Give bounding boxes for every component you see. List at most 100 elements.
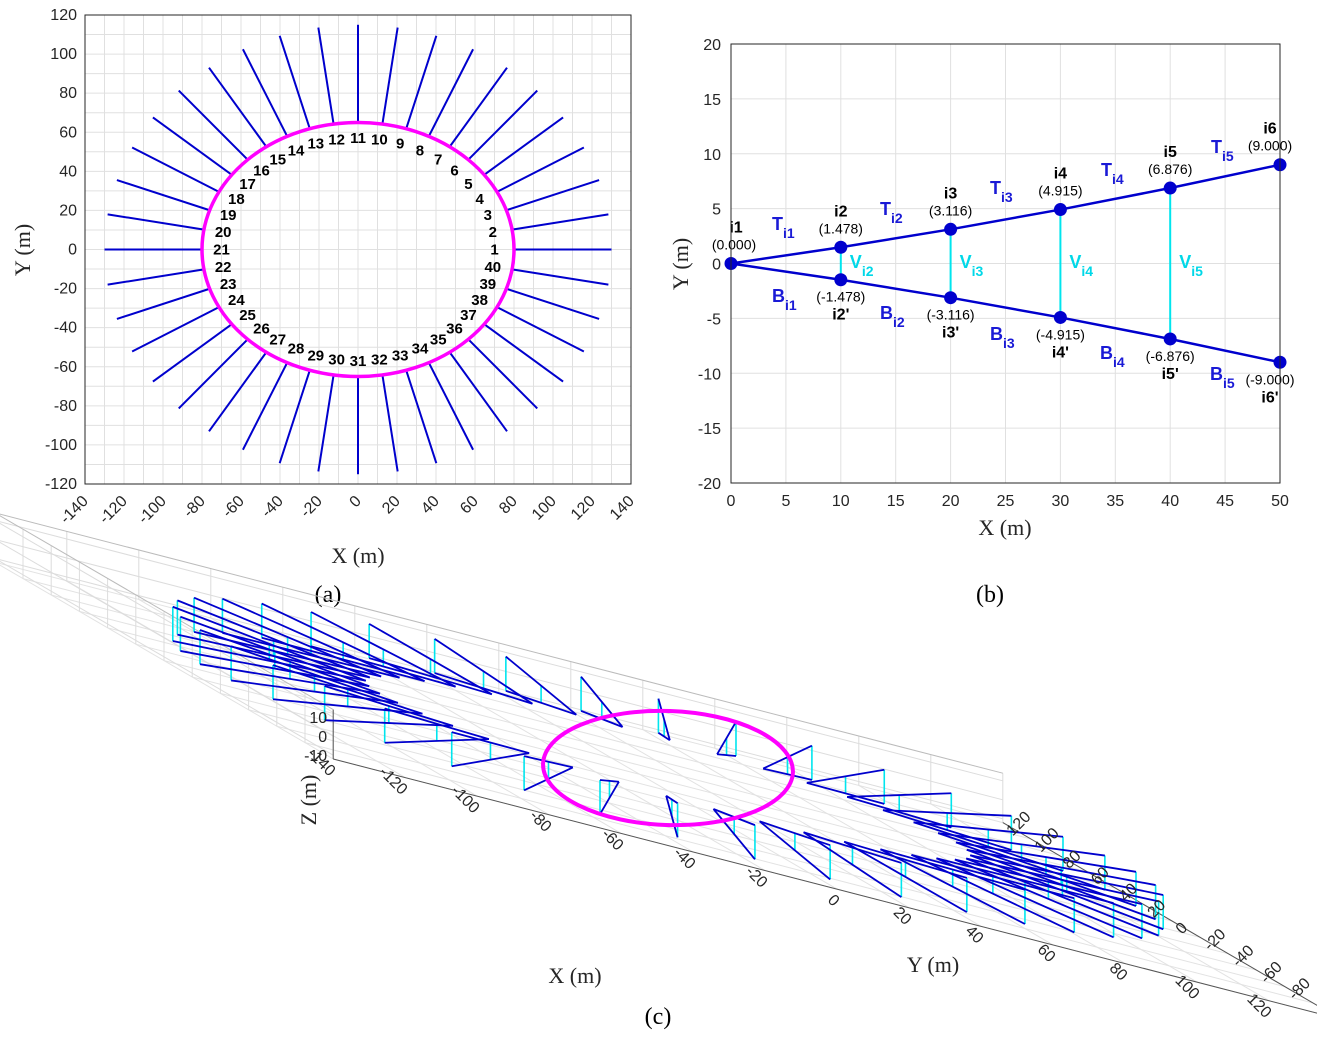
radial-member-top bbox=[599, 779, 619, 783]
top-node bbox=[1053, 203, 1067, 217]
x-tick-label: -120 bbox=[96, 493, 131, 528]
radial-member-top bbox=[847, 792, 952, 798]
node-label: 5 bbox=[464, 176, 472, 193]
x-tick-label: 50 bbox=[1271, 493, 1289, 510]
radial-member bbox=[506, 287, 600, 320]
z-tick-label: 0 bbox=[318, 729, 327, 746]
node-label: 40 bbox=[484, 259, 501, 276]
node-label: 37 bbox=[460, 307, 477, 324]
bottom-node-value: (-1.478) bbox=[816, 289, 865, 305]
panel-b-x-ticks: 0 5 10 15 20 25 30 35 40 45 50 bbox=[727, 493, 1289, 510]
x-tick-label: 0 bbox=[727, 493, 736, 510]
radial-member-top bbox=[180, 615, 370, 688]
radial-member bbox=[511, 213, 609, 231]
node-label: 2 bbox=[489, 224, 497, 241]
y-tick-label: 20 bbox=[703, 37, 721, 54]
y-tick-label: 15 bbox=[703, 92, 721, 109]
bottom-node-value: (-3.116) bbox=[927, 307, 975, 323]
radial-member-bottom bbox=[846, 795, 952, 829]
y-tick-label: -20 bbox=[54, 281, 77, 298]
floor-grid-y bbox=[276, 725, 1285, 988]
radial-member-bottom bbox=[222, 632, 400, 679]
radial-member bbox=[427, 362, 474, 451]
top-node-label: i5 bbox=[1164, 144, 1177, 161]
floor-grid-y bbox=[333, 758, 1317, 1014]
panel-a-plot: 1234567891011121314151617181920212223242… bbox=[10, 7, 638, 608]
radial-member bbox=[208, 67, 268, 148]
y-tick-label: -80 bbox=[54, 398, 77, 415]
top-node-label: i3 bbox=[944, 185, 957, 202]
radial-member bbox=[116, 287, 210, 320]
panel-a-node-labels: 1234567891011121314151617181920212223242… bbox=[213, 130, 501, 370]
radial-member bbox=[448, 351, 508, 432]
box-edge bbox=[333, 758, 1317, 1014]
x-tick-label: 45 bbox=[1216, 493, 1234, 510]
radial-member-top bbox=[193, 596, 382, 678]
left-wall-grid bbox=[0, 522, 334, 718]
node-label: 30 bbox=[328, 352, 345, 369]
x-tick-label: 20 bbox=[942, 493, 960, 510]
radial-member bbox=[242, 362, 289, 451]
radial-member-top bbox=[505, 655, 577, 716]
radial-member-bottom bbox=[717, 753, 737, 757]
y-tick-label: -100 bbox=[45, 437, 77, 454]
y-tick-label: 40 bbox=[59, 163, 77, 180]
radial-member-bottom bbox=[965, 857, 1159, 937]
back-wall-grid bbox=[0, 521, 1003, 782]
x-tick-label: -40 bbox=[670, 844, 698, 872]
vertical-member-label-subscript: i5 bbox=[1191, 263, 1203, 279]
radial-member bbox=[107, 213, 205, 231]
node-label: 20 bbox=[215, 224, 232, 241]
panel-a-x-axis-label: X (m) bbox=[331, 543, 384, 568]
radial-member-top bbox=[936, 857, 1114, 904]
top-node bbox=[1163, 181, 1177, 195]
node-label: 3 bbox=[484, 207, 492, 224]
radial-member-bottom bbox=[665, 795, 679, 838]
radial-member-bottom bbox=[879, 848, 1026, 925]
bottom-node bbox=[1163, 332, 1177, 346]
radial-member bbox=[178, 338, 249, 410]
radial-member-top bbox=[580, 676, 624, 728]
node-label: 14 bbox=[288, 142, 305, 159]
radial-member bbox=[317, 374, 335, 472]
node-label: 17 bbox=[239, 176, 256, 193]
x-tick-label: -80 bbox=[180, 493, 208, 521]
radial-member-bottom bbox=[599, 781, 620, 815]
bottom-node-value: (-6.876) bbox=[1146, 348, 1195, 364]
panel-c-x-ticks: -140-120-100-80-60-40-200204060801001201… bbox=[304, 745, 1317, 1040]
node-label: 34 bbox=[412, 341, 429, 358]
radial-member-bottom bbox=[272, 698, 423, 715]
y-tick-label: -40 bbox=[54, 320, 77, 337]
radial-member-top bbox=[803, 831, 902, 864]
radial-member-bottom bbox=[759, 820, 831, 881]
radial-member bbox=[116, 179, 210, 212]
floor-grid-y bbox=[192, 676, 1201, 938]
node-label: 12 bbox=[328, 131, 345, 148]
y-tick-label: 100 bbox=[50, 46, 77, 63]
panel-b-top-chord bbox=[730, 163, 1281, 265]
radial-member bbox=[152, 323, 233, 383]
x-tick-label: 120 bbox=[568, 493, 599, 524]
top-node-value: (1.478) bbox=[819, 220, 863, 236]
panel-b-y-axis-label: Y (m) bbox=[668, 238, 693, 290]
y-tick-label: 120 bbox=[1004, 808, 1035, 839]
x-tick-label: 40 bbox=[1161, 493, 1179, 510]
x-tick-label: -60 bbox=[219, 493, 247, 521]
node-label: 39 bbox=[479, 276, 496, 293]
node-label: 18 bbox=[228, 191, 245, 208]
bottom-member-label-subscript: i1 bbox=[785, 297, 797, 313]
box-edge bbox=[0, 513, 1003, 774]
y-tick-label: -60 bbox=[54, 359, 77, 376]
top-node-value: (4.915) bbox=[1038, 183, 1082, 199]
radial-member bbox=[381, 374, 399, 472]
bottom-node-value: (-4.915) bbox=[1036, 326, 1085, 342]
top-node bbox=[834, 240, 848, 254]
panel-a-axes-frame bbox=[84, 14, 632, 485]
radial-member-bottom bbox=[384, 738, 489, 744]
radial-member bbox=[405, 369, 438, 464]
y-tick-label: 5 bbox=[712, 202, 721, 219]
top-node-value: (9.000) bbox=[1248, 138, 1292, 154]
radial-member-bottom bbox=[324, 719, 454, 727]
x-tick-label: -100 bbox=[135, 493, 170, 528]
radial-member-bottom bbox=[180, 650, 370, 688]
